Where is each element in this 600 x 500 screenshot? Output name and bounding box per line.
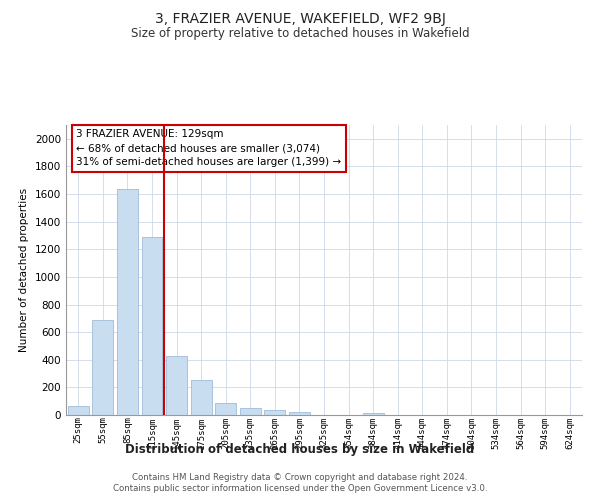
- Bar: [117, 189, 138, 415]
- Bar: [68, 406, 89, 415]
- Bar: [92, 320, 113, 415]
- Text: Distribution of detached houses by size in Wakefield: Distribution of detached houses by size …: [125, 442, 475, 456]
- Text: 3, FRAZIER AVENUE, WAKEFIELD, WF2 9BJ: 3, FRAZIER AVENUE, WAKEFIELD, WF2 9BJ: [155, 12, 445, 26]
- Bar: [166, 356, 187, 415]
- Bar: [265, 410, 286, 415]
- Text: Size of property relative to detached houses in Wakefield: Size of property relative to detached ho…: [131, 28, 469, 40]
- Bar: [362, 413, 383, 415]
- Bar: [215, 402, 236, 415]
- Text: Contains HM Land Registry data © Crown copyright and database right 2024.: Contains HM Land Registry data © Crown c…: [132, 472, 468, 482]
- Bar: [142, 237, 163, 415]
- Bar: [240, 408, 261, 415]
- Text: Contains public sector information licensed under the Open Government Licence v3: Contains public sector information licen…: [113, 484, 487, 493]
- Bar: [289, 412, 310, 415]
- Y-axis label: Number of detached properties: Number of detached properties: [19, 188, 29, 352]
- Bar: [191, 380, 212, 415]
- Text: 3 FRAZIER AVENUE: 129sqm
← 68% of detached houses are smaller (3,074)
31% of sem: 3 FRAZIER AVENUE: 129sqm ← 68% of detach…: [76, 130, 341, 168]
